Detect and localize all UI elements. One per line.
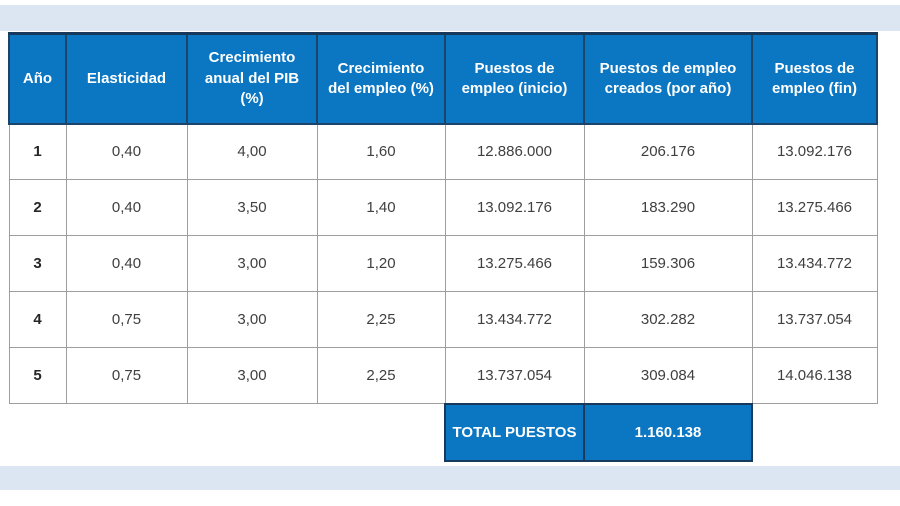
table-row: 3 0,40 3,00 1,20 13.275.466 159.306 13.434.772: [8, 235, 878, 292]
value-cell: 13.092.176: [751, 123, 878, 180]
value-cell: 159.306: [583, 235, 753, 292]
column-header-gdp-growth: Crecimiento anual del PIB (%): [186, 32, 318, 125]
value-cell: 3,00: [186, 291, 318, 348]
year-cell: 5: [8, 347, 67, 404]
value-cell: 1,20: [316, 235, 446, 292]
table-row: 1 0,40 4,00 1,60 12.886.000 206.176 13.092.176: [8, 123, 878, 180]
employment-elasticity-table: Año Elasticidad Crecimiento anual del PI…: [8, 32, 878, 462]
value-cell: 183.290: [583, 179, 753, 236]
value-cell: 0,75: [65, 347, 188, 404]
table-row: 2 0,40 3,50 1,40 13.092.176 183.290 13.275.466: [8, 179, 878, 236]
year-cell: 1: [8, 123, 67, 180]
header-row: Año Elasticidad Crecimiento anual del PI…: [8, 32, 878, 125]
column-header-year: Año: [8, 32, 67, 125]
value-cell: 3,00: [186, 235, 318, 292]
total-row-end-spacer: [752, 403, 877, 461]
top-band: [0, 5, 900, 31]
value-cell: 3,00: [186, 347, 318, 404]
value-cell: 302.282: [583, 291, 753, 348]
column-header-elasticity: Elasticidad: [65, 32, 188, 125]
table-body: 1 0,40 4,00 1,60 12.886.000 206.176 13.092.176…: [8, 123, 878, 404]
value-cell: 13.275.466: [444, 235, 585, 292]
value-cell: 2,25: [316, 291, 446, 348]
value-cell: 1,60: [316, 123, 446, 180]
value-cell: 3,50: [186, 179, 318, 236]
value-cell: 0,40: [65, 179, 188, 236]
bottom-band: [0, 466, 900, 490]
year-cell: 3: [8, 235, 67, 292]
total-row: TOTAL PUESTOS 1.160.138: [9, 402, 877, 462]
total-row-spacer: [9, 403, 445, 461]
value-cell: 13.434.772: [751, 235, 878, 292]
value-cell: 0,75: [65, 291, 188, 348]
value-cell: 13.737.054: [751, 291, 878, 348]
column-header-jobs-start: Puestos de empleo (inicio): [444, 32, 585, 125]
value-cell: 0,40: [65, 123, 188, 180]
value-cell: 12.886.000: [444, 123, 585, 180]
total-label-cell: TOTAL PUESTOS: [444, 402, 585, 462]
year-cell: 2: [8, 179, 67, 236]
value-cell: 0,40: [65, 235, 188, 292]
value-cell: 309.084: [583, 347, 753, 404]
value-cell: 13.737.054: [444, 347, 585, 404]
table-row: 5 0,75 3,00 2,25 13.737.054 309.084 14.046.138: [8, 347, 878, 404]
column-header-employment-growth: Crecimiento del empleo (%): [316, 32, 446, 125]
year-cell: 4: [8, 291, 67, 348]
table-header: Año Elasticidad Crecimiento anual del PI…: [8, 32, 878, 125]
column-header-jobs-end: Puestos de empleo (fin): [751, 32, 878, 125]
column-header-jobs-created: Puestos de empleo creados (por año): [583, 32, 753, 125]
table-row: 4 0,75 3,00 2,25 13.434.772 302.282 13.737.054: [8, 291, 878, 348]
value-cell: 1,40: [316, 179, 446, 236]
value-cell: 13.275.466: [751, 179, 878, 236]
value-cell: 206.176: [583, 123, 753, 180]
value-cell: 4,00: [186, 123, 318, 180]
value-cell: 13.092.176: [444, 179, 585, 236]
total-value-cell: 1.160.138: [583, 402, 753, 462]
value-cell: 14.046.138: [751, 347, 878, 404]
value-cell: 2,25: [316, 347, 446, 404]
value-cell: 13.434.772: [444, 291, 585, 348]
table-footer: TOTAL PUESTOS 1.160.138: [9, 402, 877, 462]
